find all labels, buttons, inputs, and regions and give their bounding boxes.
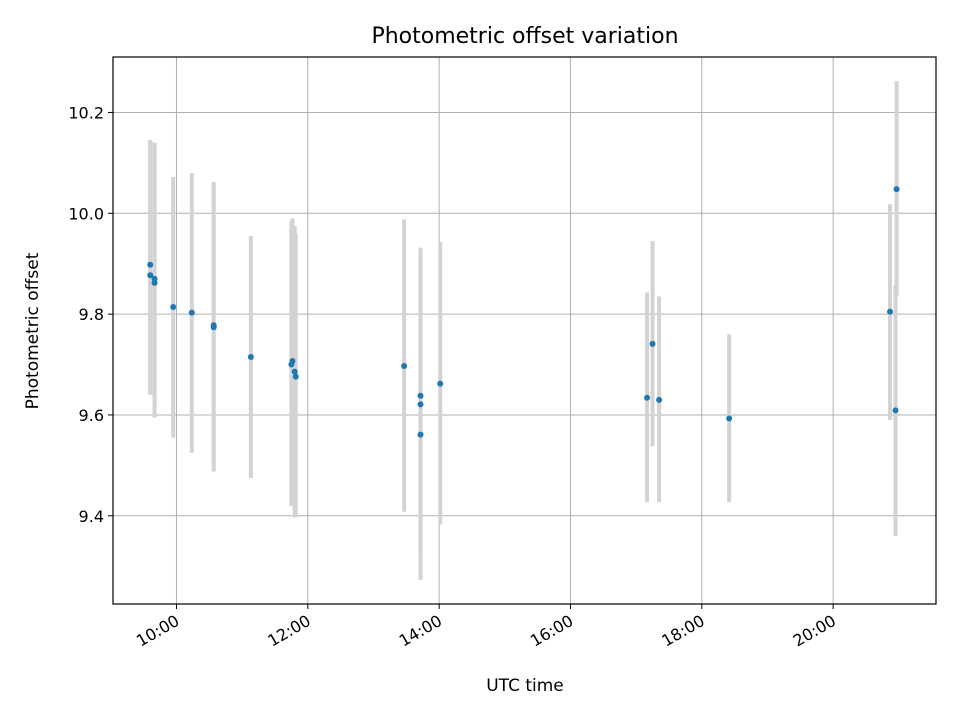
data-point	[437, 380, 444, 387]
y-tick-label: 9.4	[79, 507, 104, 526]
data-point	[289, 358, 296, 365]
data-point	[170, 304, 177, 311]
errorbar-layer	[148, 81, 899, 580]
data-point	[401, 363, 408, 370]
chart-title: Photometric offset variation	[371, 24, 678, 49]
tick-layer: 10:00 12:00 14:00 16:00 18:00 20:00 9.4 9.6 9.8 1…	[68, 103, 839, 650]
x-tick-label: 18:00	[658, 611, 707, 651]
data-point	[147, 261, 154, 268]
data-point	[726, 415, 733, 422]
plot-frame	[112, 56, 937, 605]
data-point	[887, 308, 894, 315]
grid-layer	[113, 57, 936, 604]
x-tick-label: 10:00	[133, 611, 182, 651]
data-point	[147, 272, 154, 279]
x-axis-label: UTC time	[486, 676, 564, 696]
data-point	[649, 340, 656, 347]
point-layer	[147, 186, 900, 438]
data-point	[656, 396, 663, 403]
y-tick-label: 9.8	[79, 305, 104, 324]
y-tick-label: 9.6	[79, 406, 104, 425]
data-point	[188, 309, 195, 316]
data-point	[417, 401, 424, 408]
data-point	[417, 392, 424, 399]
data-point	[291, 368, 298, 375]
x-tick-label: 16:00	[527, 611, 576, 651]
data-point	[292, 373, 299, 380]
x-tick-label: 12:00	[264, 611, 313, 651]
y-tick-label: 10.2	[68, 103, 104, 122]
x-tick-label: 20:00	[790, 611, 839, 651]
data-point	[892, 407, 899, 414]
data-point	[893, 186, 900, 193]
x-tick-label: 14:00	[396, 611, 445, 651]
data-point	[247, 353, 254, 360]
y-axis-label: Photometric offset	[23, 252, 43, 409]
y-tick-label: 10.0	[68, 204, 104, 223]
data-point	[151, 279, 158, 286]
data-point	[417, 431, 424, 438]
data-point	[210, 324, 217, 331]
data-point	[644, 394, 651, 401]
